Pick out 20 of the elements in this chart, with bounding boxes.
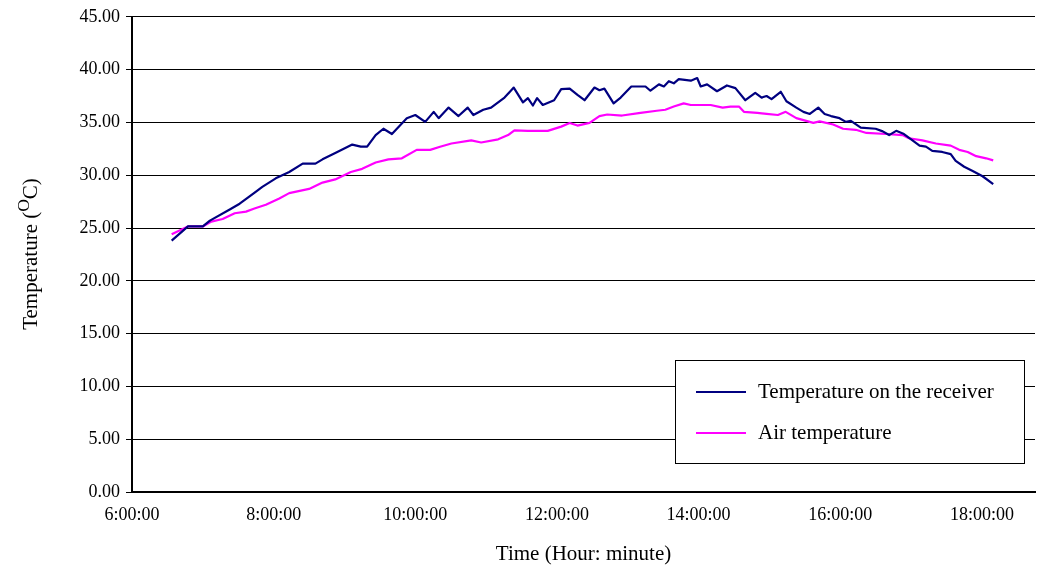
- x-tick-label: 8:00:00: [246, 503, 302, 524]
- x-tick-label: 6:00:00: [104, 503, 160, 524]
- x-tick-label: 16:00:00: [808, 503, 873, 524]
- y-tick-label: 40.00: [79, 58, 120, 79]
- legend-label: Temperature on the receiver: [758, 379, 994, 404]
- x-axis-title: Time (Hour: minute): [495, 540, 672, 565]
- y-tick-label: 20.00: [79, 269, 120, 290]
- y-tick-label: 25.00: [79, 216, 120, 237]
- x-tick-label: 12:00:00: [524, 503, 589, 524]
- y-tick-label: 35.00: [79, 111, 120, 132]
- y-tick-label: 30.00: [79, 163, 120, 184]
- y-tick-label: 10.00: [79, 375, 120, 396]
- y-tick-label: 45.00: [79, 5, 120, 26]
- y-tick-label: 0.00: [88, 480, 120, 501]
- x-tick-label: 18:00:00: [949, 503, 1014, 524]
- x-tick-label: 14:00:00: [666, 503, 731, 524]
- y-tick-label: 5.00: [88, 427, 120, 448]
- y-tick-label: 15.00: [79, 322, 120, 343]
- legend-label: Air temperature: [758, 420, 892, 445]
- x-tick-label: 10:00:00: [383, 503, 448, 524]
